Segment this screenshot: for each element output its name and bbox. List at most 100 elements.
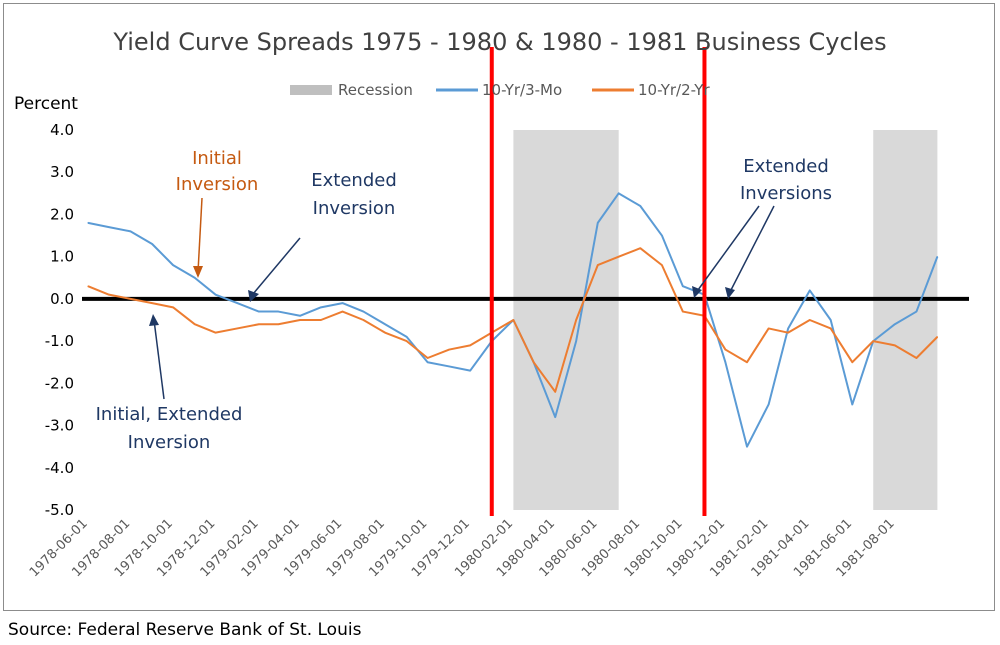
y-tick-label: -2.0 [45, 374, 74, 392]
data-point [661, 264, 663, 266]
data-point [341, 302, 344, 304]
annotation-initial-extended-line2: Inversion [128, 432, 211, 453]
annotation-extended-inversion-line2: Inversion [313, 198, 396, 219]
data-point [448, 365, 450, 368]
annotation-extended-inversions-line1: Extended [743, 156, 829, 177]
data-point [830, 319, 832, 321]
data-point [320, 319, 322, 321]
annotation-extended-inversions: Extended Inversions [692, 156, 832, 299]
chart-frame: 4.0 3.0 2.0 1.0 0.0 -1.0 -2.0 -3.0 -4.0 -5.0 1978… [3, 3, 995, 611]
data-point [851, 361, 853, 363]
data-point [851, 403, 853, 406]
data-point [936, 256, 938, 258]
recession-band-2 [873, 130, 938, 510]
data-point [597, 264, 599, 266]
data-point [299, 315, 301, 317]
annotation-initial-inversion-arrowhead [193, 266, 203, 278]
legend-label-10yr-3mo: 10-Yr/3-Mo [482, 81, 562, 99]
data-point [809, 289, 811, 292]
y-tick-label: 1.0 [50, 248, 74, 266]
annotation-extended-inversion-arrowhead [248, 290, 259, 302]
data-point [639, 247, 641, 249]
legend-label-recession: Recession [338, 81, 413, 99]
data-point [151, 243, 153, 245]
data-point [172, 306, 174, 308]
y-axis-ticks: 4.0 3.0 2.0 1.0 0.0 -1.0 -2.0 -3.0 -4.0 -5.0 [45, 121, 74, 519]
data-point [915, 357, 918, 359]
legend-swatch-recession [290, 85, 332, 95]
y-tick-label: 4.0 [50, 121, 74, 139]
data-point [108, 226, 110, 228]
recession-band-1 [513, 130, 619, 510]
y-tick-label: 3.0 [50, 163, 74, 181]
annotation-initial-extended-line1: Initial, Extended [96, 404, 243, 425]
data-point [746, 361, 748, 363]
annotation-initial-inversion-arrow [197, 197, 203, 273]
data-point [236, 327, 238, 330]
y-tick-label: -3.0 [45, 417, 74, 435]
data-point [151, 302, 153, 304]
data-point [129, 298, 132, 300]
data-point [554, 416, 556, 418]
annotation-initial-inversion-line2: Inversion [176, 174, 259, 195]
y-tick-label: 0.0 [50, 290, 74, 308]
y-tick-label: 2.0 [50, 205, 74, 223]
data-point [661, 234, 663, 237]
data-point [236, 302, 238, 304]
data-point [448, 348, 450, 351]
annotation-initial-extended-arrow [153, 319, 165, 400]
data-point [787, 327, 789, 330]
data-point [258, 323, 260, 325]
annotation-extended-inversion-arrow [252, 237, 301, 295]
data-point [830, 327, 832, 330]
data-point [215, 294, 217, 296]
data-point [384, 323, 386, 325]
annotation-extended-inversions-arrowhead-1 [692, 286, 702, 298]
recession-bands [513, 130, 938, 510]
data-point [746, 446, 748, 448]
y-tick-label: -4.0 [45, 459, 74, 477]
data-point [277, 310, 279, 313]
y-axis-label: Percent [14, 94, 78, 114]
data-point [915, 310, 918, 313]
data-point [512, 319, 514, 321]
annotation-extended-inversion-line1: Extended [311, 170, 397, 191]
data-point [341, 310, 344, 313]
data-point [427, 357, 429, 359]
annotation-extended-inversions-line2: Inversions [740, 183, 832, 204]
data-point [894, 323, 896, 325]
data-point [639, 205, 641, 207]
annotation-extended-inversions-arrow-1 [697, 205, 760, 291]
data-point [406, 336, 408, 338]
data-point [362, 310, 365, 313]
data-point [108, 294, 110, 296]
data-point [724, 361, 726, 363]
annotation-initial-extended-arrowhead [149, 314, 159, 326]
data-point [618, 192, 620, 194]
data-point [768, 403, 770, 406]
data-point [809, 319, 811, 321]
data-point [554, 391, 556, 393]
data-point [277, 323, 279, 325]
data-point [469, 370, 471, 372]
source-note: Source: Federal Reserve Bank of St. Loui… [8, 620, 362, 640]
annotation-initial-inversion: Initial Inversion [176, 148, 259, 278]
data-point [427, 361, 429, 363]
data-point [936, 336, 938, 338]
annotation-extended-inversion: Extended Inversion [248, 170, 397, 302]
data-point [194, 277, 196, 279]
annotation-initial-extended-inversion: Initial, Extended Inversion [96, 314, 243, 453]
data-point [533, 361, 535, 363]
chart-title: Yield Curve Spreads 1975 - 1980 & 1980 -… [112, 28, 886, 56]
y-tick-label: -5.0 [45, 501, 74, 519]
data-point [299, 319, 301, 321]
y-tick-label: -1.0 [45, 332, 74, 350]
data-point [597, 222, 599, 224]
data-point [406, 340, 408, 342]
data-point [618, 256, 620, 258]
x-axis-ticks: 1978-06-011978-08-011978-10-011978-12-01… [27, 516, 898, 580]
data-point [87, 285, 89, 287]
data-point [575, 340, 577, 342]
annotation-extended-inversions-arrowhead-2 [725, 287, 735, 299]
data-point [768, 327, 770, 330]
